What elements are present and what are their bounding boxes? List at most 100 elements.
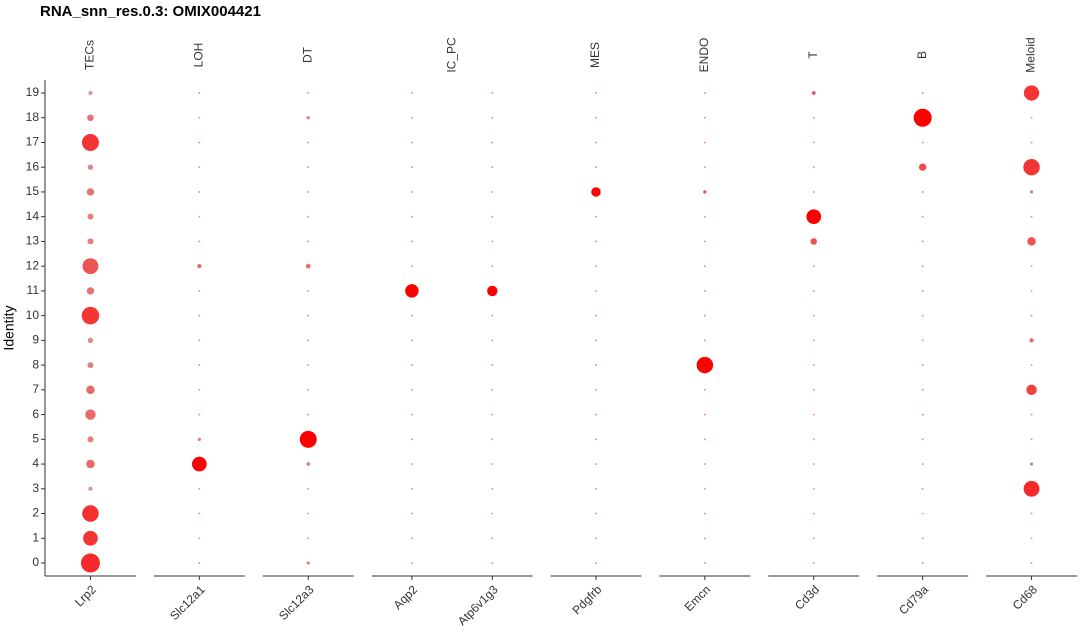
panel-label: MES xyxy=(588,42,602,68)
panel-label: DT xyxy=(300,46,314,63)
dot xyxy=(806,209,822,225)
dot xyxy=(595,116,597,119)
dot xyxy=(198,92,201,94)
panel-label: T xyxy=(806,51,820,59)
dot xyxy=(1030,364,1033,367)
chart-title: RNA_snn_res.0.3: OMIX004421 xyxy=(40,3,261,20)
y-tick-label: 5 xyxy=(32,431,39,445)
dot xyxy=(87,436,94,443)
dot xyxy=(307,537,310,540)
dot xyxy=(410,438,413,441)
dot xyxy=(410,116,413,119)
dot xyxy=(307,166,310,169)
dot xyxy=(491,562,494,564)
dot xyxy=(703,438,706,441)
dot xyxy=(921,240,924,243)
dot xyxy=(198,116,201,119)
dot xyxy=(703,463,706,466)
dot xyxy=(491,240,494,243)
dot xyxy=(307,190,310,193)
dot xyxy=(307,364,310,367)
y-tick-label: 14 xyxy=(26,209,40,223)
dot xyxy=(810,238,818,245)
dot xyxy=(82,505,99,522)
x-tick-label: Emcn xyxy=(682,582,714,614)
dot xyxy=(305,263,311,269)
dot xyxy=(88,90,93,96)
dot xyxy=(595,240,597,243)
dot xyxy=(703,215,706,218)
dot xyxy=(812,289,815,292)
dot xyxy=(595,487,597,490)
dot xyxy=(703,240,706,243)
dot xyxy=(491,116,494,119)
panel-label: B xyxy=(915,51,929,59)
dot xyxy=(405,284,419,298)
dot xyxy=(703,487,706,490)
dot xyxy=(812,116,815,119)
dot xyxy=(595,413,597,416)
dot xyxy=(198,487,201,490)
x-tick-label: Slc12a3 xyxy=(276,582,317,623)
dot xyxy=(491,339,494,342)
dot xyxy=(198,289,201,292)
y-tick-label: 18 xyxy=(26,110,40,124)
dot xyxy=(87,238,94,245)
dot xyxy=(703,339,706,342)
y-tick-label: 16 xyxy=(26,159,40,173)
dot xyxy=(921,388,924,391)
dot xyxy=(307,413,310,416)
dot xyxy=(410,413,413,416)
dot xyxy=(410,141,413,144)
dot xyxy=(83,530,98,546)
y-tick-label: 13 xyxy=(26,234,40,248)
dot xyxy=(197,437,201,441)
dot xyxy=(198,413,201,416)
dot xyxy=(197,264,202,269)
dot xyxy=(410,537,413,540)
dot xyxy=(307,215,310,218)
x-tick-label: Pdgfrb xyxy=(569,582,604,617)
dot xyxy=(703,265,706,268)
dot xyxy=(487,285,498,297)
x-tick-label: Cd3d xyxy=(792,582,822,612)
y-tick-label: 9 xyxy=(32,333,39,347)
x-tick-label: Lrp2 xyxy=(72,582,99,609)
dot xyxy=(410,512,413,515)
dot xyxy=(812,364,815,367)
dot xyxy=(1030,314,1033,317)
dot xyxy=(918,163,927,171)
dot xyxy=(1030,562,1033,564)
dot xyxy=(921,364,924,367)
panel-label: Meloid xyxy=(1024,37,1038,72)
dot xyxy=(198,562,201,564)
dot xyxy=(1027,237,1036,246)
dot xyxy=(307,240,310,243)
dot xyxy=(198,240,201,243)
y-tick-label: 7 xyxy=(32,382,39,396)
dot xyxy=(812,190,815,193)
dot xyxy=(1030,438,1033,441)
dot xyxy=(812,487,815,490)
dot xyxy=(595,265,597,268)
dot xyxy=(198,314,201,317)
dot xyxy=(410,487,413,490)
dot xyxy=(88,486,93,491)
dot xyxy=(921,438,924,441)
dot xyxy=(307,487,310,490)
dot xyxy=(921,512,924,515)
dot xyxy=(921,463,924,466)
dot xyxy=(198,537,201,540)
y-axis-title: Identity xyxy=(1,305,17,350)
dot xyxy=(198,215,201,218)
y-tick-label: 3 xyxy=(32,481,39,495)
dot xyxy=(198,166,201,169)
dot xyxy=(81,306,100,325)
dot xyxy=(307,388,310,391)
dot xyxy=(306,561,310,565)
dot xyxy=(812,388,815,391)
dot xyxy=(307,289,310,292)
dot xyxy=(85,409,96,420)
y-tick-label: 1 xyxy=(32,530,39,544)
